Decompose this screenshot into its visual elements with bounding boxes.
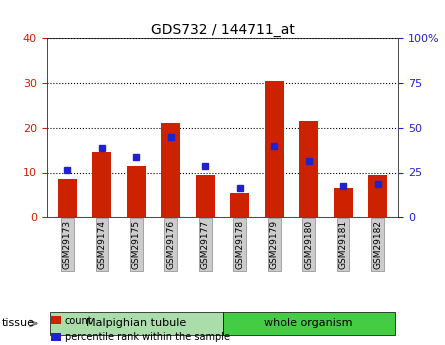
Bar (93, 152, 111, 217)
Bar (127, 166, 146, 217)
Bar (334, 188, 352, 217)
Bar (265, 80, 283, 217)
Text: tissue: tissue (2, 318, 35, 328)
Text: GSM29175: GSM29175 (132, 220, 141, 269)
Text: GSM29180: GSM29180 (304, 220, 313, 269)
Bar (368, 175, 387, 217)
Bar (58, 179, 77, 217)
Title: GDS732 / 144711_at: GDS732 / 144711_at (150, 23, 295, 37)
Text: whole organism: whole organism (264, 318, 353, 328)
Bar (162, 123, 180, 217)
Text: GSM29176: GSM29176 (166, 220, 175, 269)
Text: GSM29174: GSM29174 (97, 220, 106, 269)
Text: GSM29181: GSM29181 (339, 220, 348, 269)
Bar (230, 193, 249, 217)
Text: GSM29182: GSM29182 (373, 220, 382, 269)
Bar (299, 121, 318, 217)
Text: Malpighian tubule: Malpighian tubule (86, 318, 186, 328)
Text: GSM29173: GSM29173 (63, 220, 72, 269)
Text: GSM29177: GSM29177 (201, 220, 210, 269)
Text: GSM29178: GSM29178 (235, 220, 244, 269)
Bar (196, 175, 215, 217)
Text: count: count (65, 316, 92, 325)
Text: percentile rank within the sample: percentile rank within the sample (65, 332, 230, 342)
Text: GSM29179: GSM29179 (270, 220, 279, 269)
